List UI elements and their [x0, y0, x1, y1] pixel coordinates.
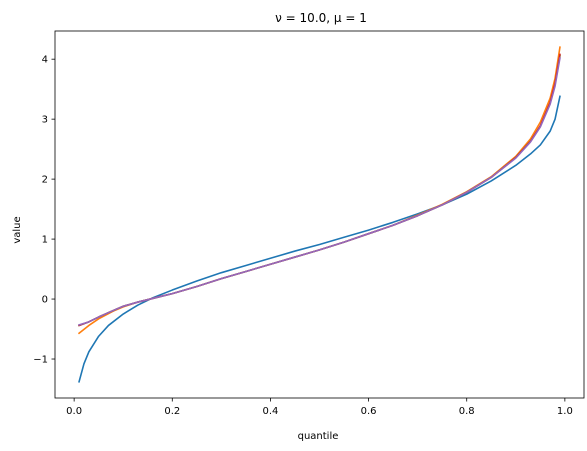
series-line-2 [77, 46, 561, 335]
y-tick-label: 3 [42, 115, 48, 126]
y-tick-label: 1 [42, 235, 48, 246]
y-tick-label: 4 [42, 55, 48, 66]
series-line-5 [78, 57, 561, 326]
plot-frame [54, 30, 585, 399]
x-tick-label: 0.0 [66, 406, 82, 417]
x-tick-label: 0.8 [459, 406, 475, 417]
x-axis: 0.0 0.2 0.4 0.6 0.8 1.0 [66, 398, 573, 417]
series-line-1 [78, 95, 561, 383]
series-line-4 [78, 53, 561, 327]
x-axis-label: quantile [298, 431, 339, 442]
y-axis: −1 0 1 2 3 4 [33, 55, 55, 366]
series-layer [77, 46, 561, 383]
y-tick-label: 2 [42, 175, 48, 186]
series-line-3 [78, 54, 561, 327]
y-tick-label: −1 [33, 355, 48, 366]
y-tick-label: 0 [42, 295, 48, 306]
x-tick-label: 0.2 [164, 406, 180, 417]
x-tick-label: 0.6 [361, 406, 377, 417]
chart-title: ν = 10.0, μ = 1 [275, 11, 367, 25]
y-axis-label: value [12, 216, 23, 243]
x-tick-label: 1.0 [557, 406, 573, 417]
x-tick-label: 0.4 [262, 406, 278, 417]
